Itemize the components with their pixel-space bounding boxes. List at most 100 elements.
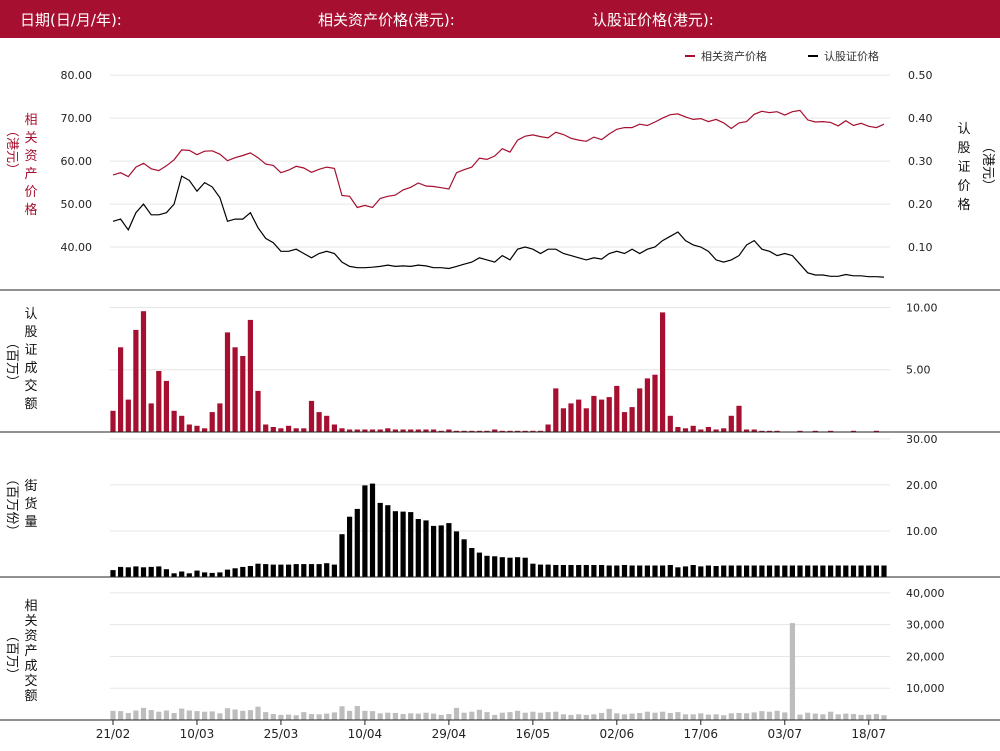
- asset-turnover-bar: [591, 714, 597, 720]
- warrant-turnover-bar: [179, 415, 185, 432]
- warrant-turnover-bar: [438, 430, 444, 432]
- asset-turnover-bar: [766, 711, 773, 720]
- outstanding-bar: [881, 565, 887, 577]
- outstanding-bar: [629, 565, 635, 577]
- asset-turnover-bar: [156, 711, 162, 720]
- outstanding-bar: [782, 565, 788, 577]
- warrant-turnover-bar: [515, 430, 521, 432]
- asset-turnover-bar: [148, 710, 154, 720]
- asset-turnover-bar: [453, 707, 460, 720]
- warrant-turnover-title-char: 认: [24, 307, 37, 322]
- outstanding-title-char: 街: [24, 479, 37, 494]
- outstanding-bar: [278, 564, 284, 577]
- x-tick-label: 10/04: [348, 727, 383, 741]
- right-tick-label: 0.20: [908, 198, 933, 211]
- outstanding-bar: [163, 569, 169, 577]
- outstanding-bar: [797, 565, 803, 577]
- asset-turnover-bar: [782, 712, 788, 720]
- warrant-turnover-bar: [629, 407, 635, 432]
- left-tick-label: 60.00: [61, 155, 93, 168]
- asset-turnover-bar: [347, 710, 353, 720]
- left-axis-title-char: 相: [24, 113, 37, 128]
- outstanding-bar: [232, 568, 238, 577]
- asset-turnover-bar: [744, 713, 750, 720]
- outstanding-bar: [476, 552, 482, 577]
- warrant-turnover-bar: [606, 397, 612, 432]
- outstanding-bar: [751, 565, 757, 577]
- asset-turnover-bar: [301, 712, 307, 720]
- warrant-turnover-bar: [713, 429, 719, 432]
- outstanding-bar: [263, 564, 269, 577]
- asset-turnover-bar: [599, 713, 605, 720]
- warrant-turnover-bar: [667, 415, 673, 432]
- warrant-turnover-bar: [484, 430, 490, 432]
- outstanding-bar: [766, 565, 773, 577]
- asset-turnover-title-char: 资: [24, 629, 37, 644]
- right-tick-label: 0.10: [908, 241, 933, 254]
- warrant-turnover-bar: [583, 408, 589, 432]
- warrant-turnover-bar: [850, 430, 857, 432]
- warrant-turnover-bar: [316, 412, 322, 432]
- warrant-turnover-bar: [324, 415, 330, 432]
- warrant-turnover-bar: [446, 429, 452, 432]
- asset-turnover-bar: [728, 713, 734, 720]
- asset-turnover-bar: [568, 714, 574, 720]
- outstanding-bar: [828, 565, 834, 577]
- warrant-turnover-bar: [560, 408, 566, 432]
- warrant-turnover-bar: [140, 311, 147, 432]
- asset-turnover-bar: [255, 706, 261, 720]
- warrant-turnover-bar: [369, 429, 376, 432]
- outstanding-title-unit: （百万份）: [4, 472, 19, 537]
- outstanding-bar: [339, 534, 345, 577]
- outstanding-bar: [469, 548, 475, 577]
- outstanding-bar: [583, 565, 589, 577]
- asset-turnover-bar: [476, 709, 482, 720]
- outstanding-bar: [438, 525, 444, 577]
- outstanding-bar: [812, 565, 818, 577]
- warrant-turnover-bar: [377, 429, 383, 432]
- outstanding-bar: [431, 525, 437, 577]
- outstanding-bar: [125, 567, 131, 577]
- outstanding-title-char: 量: [24, 515, 37, 530]
- right-tick-label: 30.00: [906, 433, 938, 446]
- chart-area: 80.00 70.00 60.00 50.00 40.00 0.50 0.40 0.30 0.2…: [0, 49, 1000, 741]
- warrant-turnover-bar: [209, 412, 215, 432]
- asset-turnover-bar: [606, 708, 612, 720]
- asset-turnover-bar: [247, 710, 253, 720]
- warrant-turnover-bar: [698, 429, 704, 432]
- warrant-turnover-bar: [263, 424, 269, 432]
- asset-turnover-bar: [171, 713, 177, 720]
- warrant-turnover-title-char: 股: [24, 325, 37, 340]
- warrant-turnover-bar: [202, 428, 208, 432]
- asset-turnover-bar: [316, 714, 322, 720]
- right-tick-label: 5.00: [906, 364, 931, 377]
- warrant-turnover-bar: [339, 428, 345, 432]
- asset-turnover-title-char: 成: [24, 659, 37, 674]
- outstanding-bar: [553, 565, 559, 577]
- outstanding-bar: [850, 565, 857, 577]
- asset-turnover-bar: [110, 710, 116, 720]
- asset-turnover-title-char: 交: [24, 673, 37, 689]
- asset-turnover-bar: [186, 710, 192, 720]
- outstanding-bar: [522, 557, 528, 577]
- outstanding-bar: [705, 565, 711, 577]
- outstanding-bar: [682, 566, 689, 577]
- x-tick-label: 21/02: [96, 727, 131, 741]
- warrant-turnover-bar: [751, 429, 757, 432]
- asset-turnover-bar: [812, 713, 818, 720]
- asset-turnover-bar: [194, 711, 200, 720]
- warrant-turnover-bar: [255, 390, 261, 432]
- right-axis-title-char: 价: [957, 179, 970, 194]
- asset-turnover-bar: [629, 713, 635, 720]
- outstanding-bar: [186, 573, 192, 577]
- warrant-turnover-bar: [621, 412, 628, 432]
- warrant-turnover-bar: [247, 319, 253, 432]
- asset-turnover-bar: [385, 712, 391, 720]
- outstanding-bar: [835, 565, 841, 577]
- asset-turnover-bar: [324, 713, 330, 720]
- warrant-turnover-bar: [507, 430, 513, 432]
- left-axis-title-unit: （港元）: [4, 124, 19, 176]
- warrant-turnover-bar: [240, 356, 246, 432]
- outstanding-bar: [209, 572, 215, 577]
- x-tick-label: 03/07: [767, 727, 802, 741]
